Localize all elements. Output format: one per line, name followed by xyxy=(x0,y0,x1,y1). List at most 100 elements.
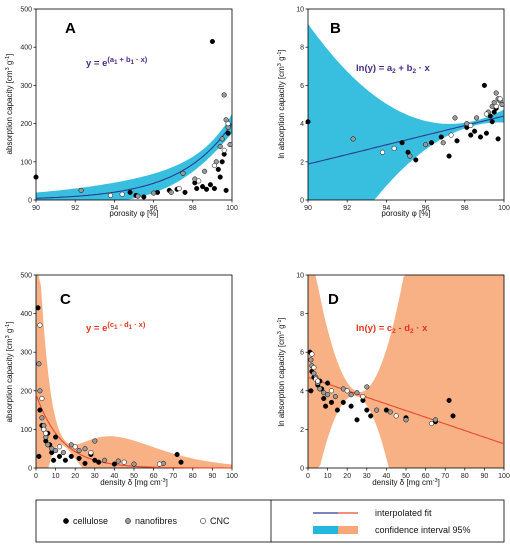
panel-c-ticks: 0 10 20 30 40 50 60 70 80 90 100 0 100 200 300 400 500 xyxy=(20,273,238,481)
data-point-cnc xyxy=(39,395,45,402)
data-point-nanofibres xyxy=(131,461,137,467)
panel-a-ticks: 90 92 94 96 98 100 0 100 200 300 400 500 xyxy=(20,7,238,213)
x-tick-label: 50 xyxy=(402,473,410,480)
x-tick-label: 20 xyxy=(343,473,351,480)
x-tick-label: 20 xyxy=(71,473,79,480)
data-point-cellulose xyxy=(82,460,88,466)
panel-c-points xyxy=(35,305,184,467)
panel-b-label: B xyxy=(330,20,341,37)
data-point-nanofibres xyxy=(78,187,84,193)
x-tick-label: 70 xyxy=(169,473,177,480)
data-point-cnc xyxy=(428,421,435,427)
x-tick-label: 80 xyxy=(461,473,469,480)
data-point-cnc xyxy=(328,388,335,394)
data-point-nanofibres xyxy=(364,384,370,390)
data-point-cnc xyxy=(344,388,350,394)
data-point-nanofibres xyxy=(217,143,223,150)
fit-curve xyxy=(307,376,505,445)
data-point-cellulose xyxy=(225,130,231,136)
x-tick-label: 60 xyxy=(150,473,158,480)
data-point-nanofibres xyxy=(219,136,225,142)
y-tick-label: 200 xyxy=(20,388,32,395)
data-point-nanofibres xyxy=(432,417,438,423)
data-point-cellulose xyxy=(76,455,82,461)
data-point-nanofibres xyxy=(354,390,360,396)
data-point-cellulose xyxy=(223,187,229,193)
data-point-cellulose xyxy=(321,395,327,402)
y-tick-label: 4 xyxy=(300,121,304,128)
x-tick-label: 100 xyxy=(226,473,238,480)
panel-d-confidence-band xyxy=(308,275,504,468)
panel-b-y-axis-label: ln absorption capacity [cm3 g-1] xyxy=(277,49,286,158)
data-point-cellulose xyxy=(483,130,489,136)
data-point-nanofibres xyxy=(202,168,208,174)
x-tick-label: 92 xyxy=(343,205,351,212)
y-tick-label: 400 xyxy=(20,311,32,318)
legend-nanofibres-label: nanofibres xyxy=(135,516,178,526)
data-point-cellulose xyxy=(36,453,42,459)
fit-curve xyxy=(35,123,233,199)
data-point-cellulose xyxy=(481,82,487,88)
data-point-nanofibres xyxy=(423,142,429,148)
data-point-cellulose xyxy=(141,194,147,200)
panel-c-y-axis-label: absorption capacity [cm3 g-1] xyxy=(5,322,14,423)
data-point-cellulose xyxy=(51,457,57,463)
data-point-nanofibres xyxy=(76,448,82,454)
data-point-cellulose xyxy=(340,399,346,405)
data-point-nanofibres xyxy=(92,438,98,444)
data-point-nanofibres xyxy=(407,153,413,159)
confidence-band-area xyxy=(36,113,232,200)
data-point-cnc xyxy=(41,426,47,432)
y-tick-label: 0 xyxy=(300,466,304,473)
data-point-cnc xyxy=(493,103,499,109)
data-point-cellulose xyxy=(328,399,335,405)
x-tick-label: 30 xyxy=(363,473,371,480)
x-tick-label: 0 xyxy=(34,473,38,480)
data-point-cellulose xyxy=(217,174,223,180)
data-point-cnc xyxy=(448,132,454,138)
data-point-nanofibres xyxy=(440,140,446,146)
panel-d-equation: ln(y) = c2 - d2 · x xyxy=(356,323,428,335)
data-point-cnc xyxy=(309,351,315,357)
panel-b-ticks: 90 92 94 96 98 100 0 2 4 6 8 10 xyxy=(296,7,510,213)
data-point-cnc xyxy=(483,111,489,117)
data-point-cnc xyxy=(121,459,127,465)
data-point-cnc xyxy=(211,163,217,169)
data-point-cellulose xyxy=(33,174,39,180)
data-point-cnc xyxy=(107,192,114,198)
panel-a-label: A xyxy=(65,20,76,37)
data-point-nanofibres xyxy=(82,446,88,452)
data-point-cellulose xyxy=(96,459,102,465)
data-point-cnc xyxy=(311,365,317,371)
x-tick-label: 90 xyxy=(209,473,217,480)
data-point-cnc xyxy=(393,413,399,419)
x-tick-label: 60 xyxy=(422,473,430,480)
panel-a-plot-frame xyxy=(35,8,233,201)
legend-cellulose-marker xyxy=(63,518,69,524)
data-point-cnc xyxy=(88,450,94,456)
data-point-cnc xyxy=(37,322,43,328)
panel-b-x-axis-label: porosity φ [%] xyxy=(381,209,430,218)
legend-fit-label: interpolated fit xyxy=(375,508,432,518)
panel-c-label: C xyxy=(60,291,71,308)
data-point-cellulose xyxy=(446,397,452,403)
x-tick-label: 94 xyxy=(383,205,391,212)
data-point-nanofibres xyxy=(348,392,354,398)
data-point-cnc xyxy=(391,145,397,151)
data-point-cellulose xyxy=(203,186,210,192)
panel-d-ticks: 0 10 20 30 40 50 60 70 80 90 100 0 2 4 6 8 10 xyxy=(296,273,510,481)
data-point-nanofibres xyxy=(39,415,45,421)
panel-a-fit-line xyxy=(35,123,233,199)
data-point-nanofibres xyxy=(36,361,42,367)
data-point-cnc xyxy=(196,178,202,184)
data-point-nanofibres xyxy=(332,394,338,400)
data-point-nanofibres xyxy=(321,390,327,396)
legend-band-swatch-blue xyxy=(313,526,338,534)
data-point-cellulose xyxy=(428,140,435,146)
x-tick-label: 100 xyxy=(498,205,510,212)
data-point-cellulose xyxy=(364,407,370,413)
legend-band-label: confidence interval 95% xyxy=(375,525,471,535)
x-tick-label: 80 xyxy=(189,473,197,480)
data-point-cellulose xyxy=(211,185,217,192)
